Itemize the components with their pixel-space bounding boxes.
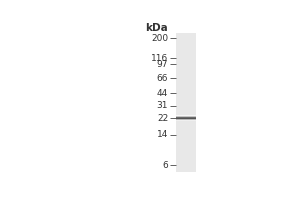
Text: 31: 31 [157, 101, 168, 110]
Text: 44: 44 [157, 89, 168, 98]
Text: 116: 116 [151, 54, 168, 63]
Text: 14: 14 [157, 130, 168, 139]
Text: 22: 22 [157, 114, 168, 123]
Text: kDa: kDa [146, 23, 168, 33]
Text: 97: 97 [157, 60, 168, 69]
Text: 66: 66 [157, 74, 168, 83]
Text: 200: 200 [151, 34, 168, 43]
Text: 6: 6 [162, 161, 168, 170]
Bar [176, 33, 196, 172]
